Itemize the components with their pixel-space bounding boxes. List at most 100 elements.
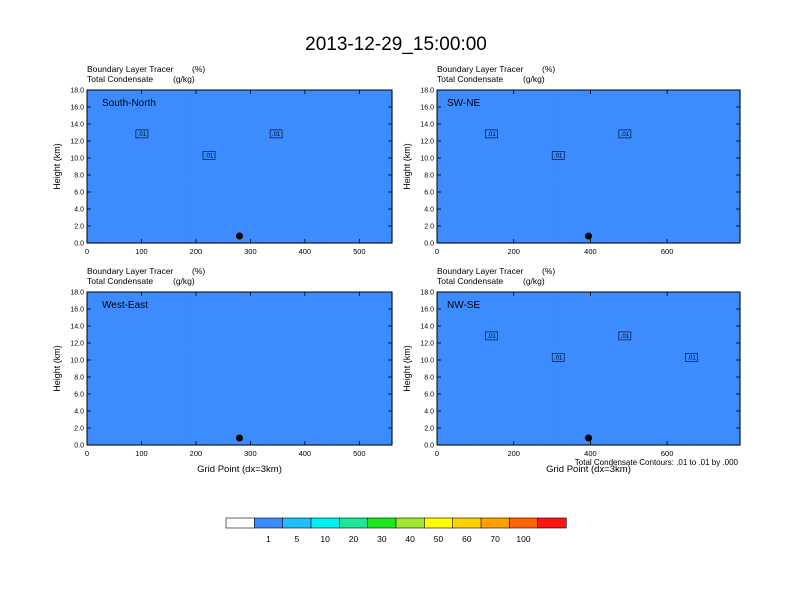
heatmap-cell [326,226,339,236]
heatmap-cell [250,234,262,244]
heatmap-cell [195,90,208,100]
heatmap-cell [675,149,687,159]
heatmap-cell [283,166,295,176]
heatmap-cell [642,132,655,142]
tracer-unit: (%) [192,64,205,74]
heatmap-cell [458,411,471,421]
heatmap-cell [642,107,655,117]
heatmap-cell [97,292,110,302]
heatmap-cell [185,132,197,142]
heatmap-cell [195,226,208,236]
heatmap-cell [653,200,665,210]
heatmap-cell [491,90,503,100]
heatmap-cell [239,217,251,227]
heatmap-cell [577,166,590,176]
heatmap-cell [523,343,535,353]
contour-label: .01 [621,334,630,340]
heatmap-cell [326,326,339,336]
heatmap-cell [718,436,730,446]
heatmap-cell [293,107,306,117]
heatmap-cell [185,200,197,210]
heatmap-cell [97,360,110,370]
heatmap-cell [272,317,284,327]
heatmap-cell [599,351,611,361]
heatmap-cell [130,368,143,378]
heatmap-cell [206,90,219,100]
heatmap-cell [174,360,186,370]
heatmap-cell [370,234,382,244]
heatmap-cell [469,292,481,302]
heatmap-cell [195,192,208,202]
heatmap-cell [228,309,241,319]
heatmap-cell [304,166,317,176]
heatmap-cell [480,402,492,412]
heatmap-cell [163,351,175,361]
heatmap-cell [261,317,273,327]
heatmap-cell [250,360,262,370]
heatmap-cell [174,107,186,117]
heatmap-cell [119,428,132,438]
heatmap-cell [119,436,132,446]
heatmap-cell [534,402,546,412]
heatmap-cell [141,132,153,142]
heatmap-cell [185,149,197,159]
heatmap-cell [534,334,546,344]
heatmap-cell [250,300,262,310]
heatmap-cell [523,217,535,227]
heatmap-cell [174,334,186,344]
heatmap-cell [707,90,719,100]
heatmap-cell [315,326,328,336]
heatmap-cell [534,343,546,353]
heatmap-cell [437,192,449,202]
heatmap-cell [664,419,676,429]
heatmap-cell [239,166,251,176]
heatmap-cell [620,428,633,438]
heatmap-cell [534,183,546,193]
heatmap-cell [304,419,317,429]
heatmap-cell [163,360,175,370]
heatmap-cell [458,317,471,327]
x-tick-label: 600 [661,247,674,256]
heatmap-cell [87,351,99,361]
heatmap-cell [217,175,230,185]
heatmap-cell [185,385,197,395]
heatmap-cell [348,300,360,310]
heatmap-cell [337,377,350,387]
heatmap-cell [707,394,719,404]
heatmap-cell [97,326,110,336]
heatmap-cell [217,234,230,244]
heatmap-cell [653,166,665,176]
heatmap-cell [152,351,164,361]
x-tick-label: 400 [584,247,597,256]
heatmap-cell [217,402,230,412]
heatmap-cell [534,124,546,134]
heatmap-cell [337,385,350,395]
heatmap-cell [217,166,230,176]
heatmap-cell [359,428,371,438]
heatmap-cell [685,115,698,125]
heatmap-cell [206,428,219,438]
heatmap-cell [534,385,546,395]
heatmap-cell [315,115,328,125]
heatmap-cell [250,149,262,159]
heatmap-cell [675,226,687,236]
heatmap-cell [588,436,600,446]
heatmap-cell [239,309,251,319]
heatmap-cell [491,166,503,176]
heatmap-cell [130,428,143,438]
heatmap-cell [696,192,709,202]
heatmap-cell [272,377,284,387]
heatmap-cell [152,317,164,327]
heatmap-cell [556,124,568,134]
heatmap-cell [696,175,709,185]
heatmap-cell [501,343,514,353]
heatmap-cell [501,292,514,302]
heatmap-cell [437,149,449,159]
heatmap-cell [545,334,557,344]
heatmap-cell [130,300,143,310]
heatmap-cells [437,90,741,244]
heatmap-cell [696,149,709,159]
heatmap-cell [228,234,241,244]
